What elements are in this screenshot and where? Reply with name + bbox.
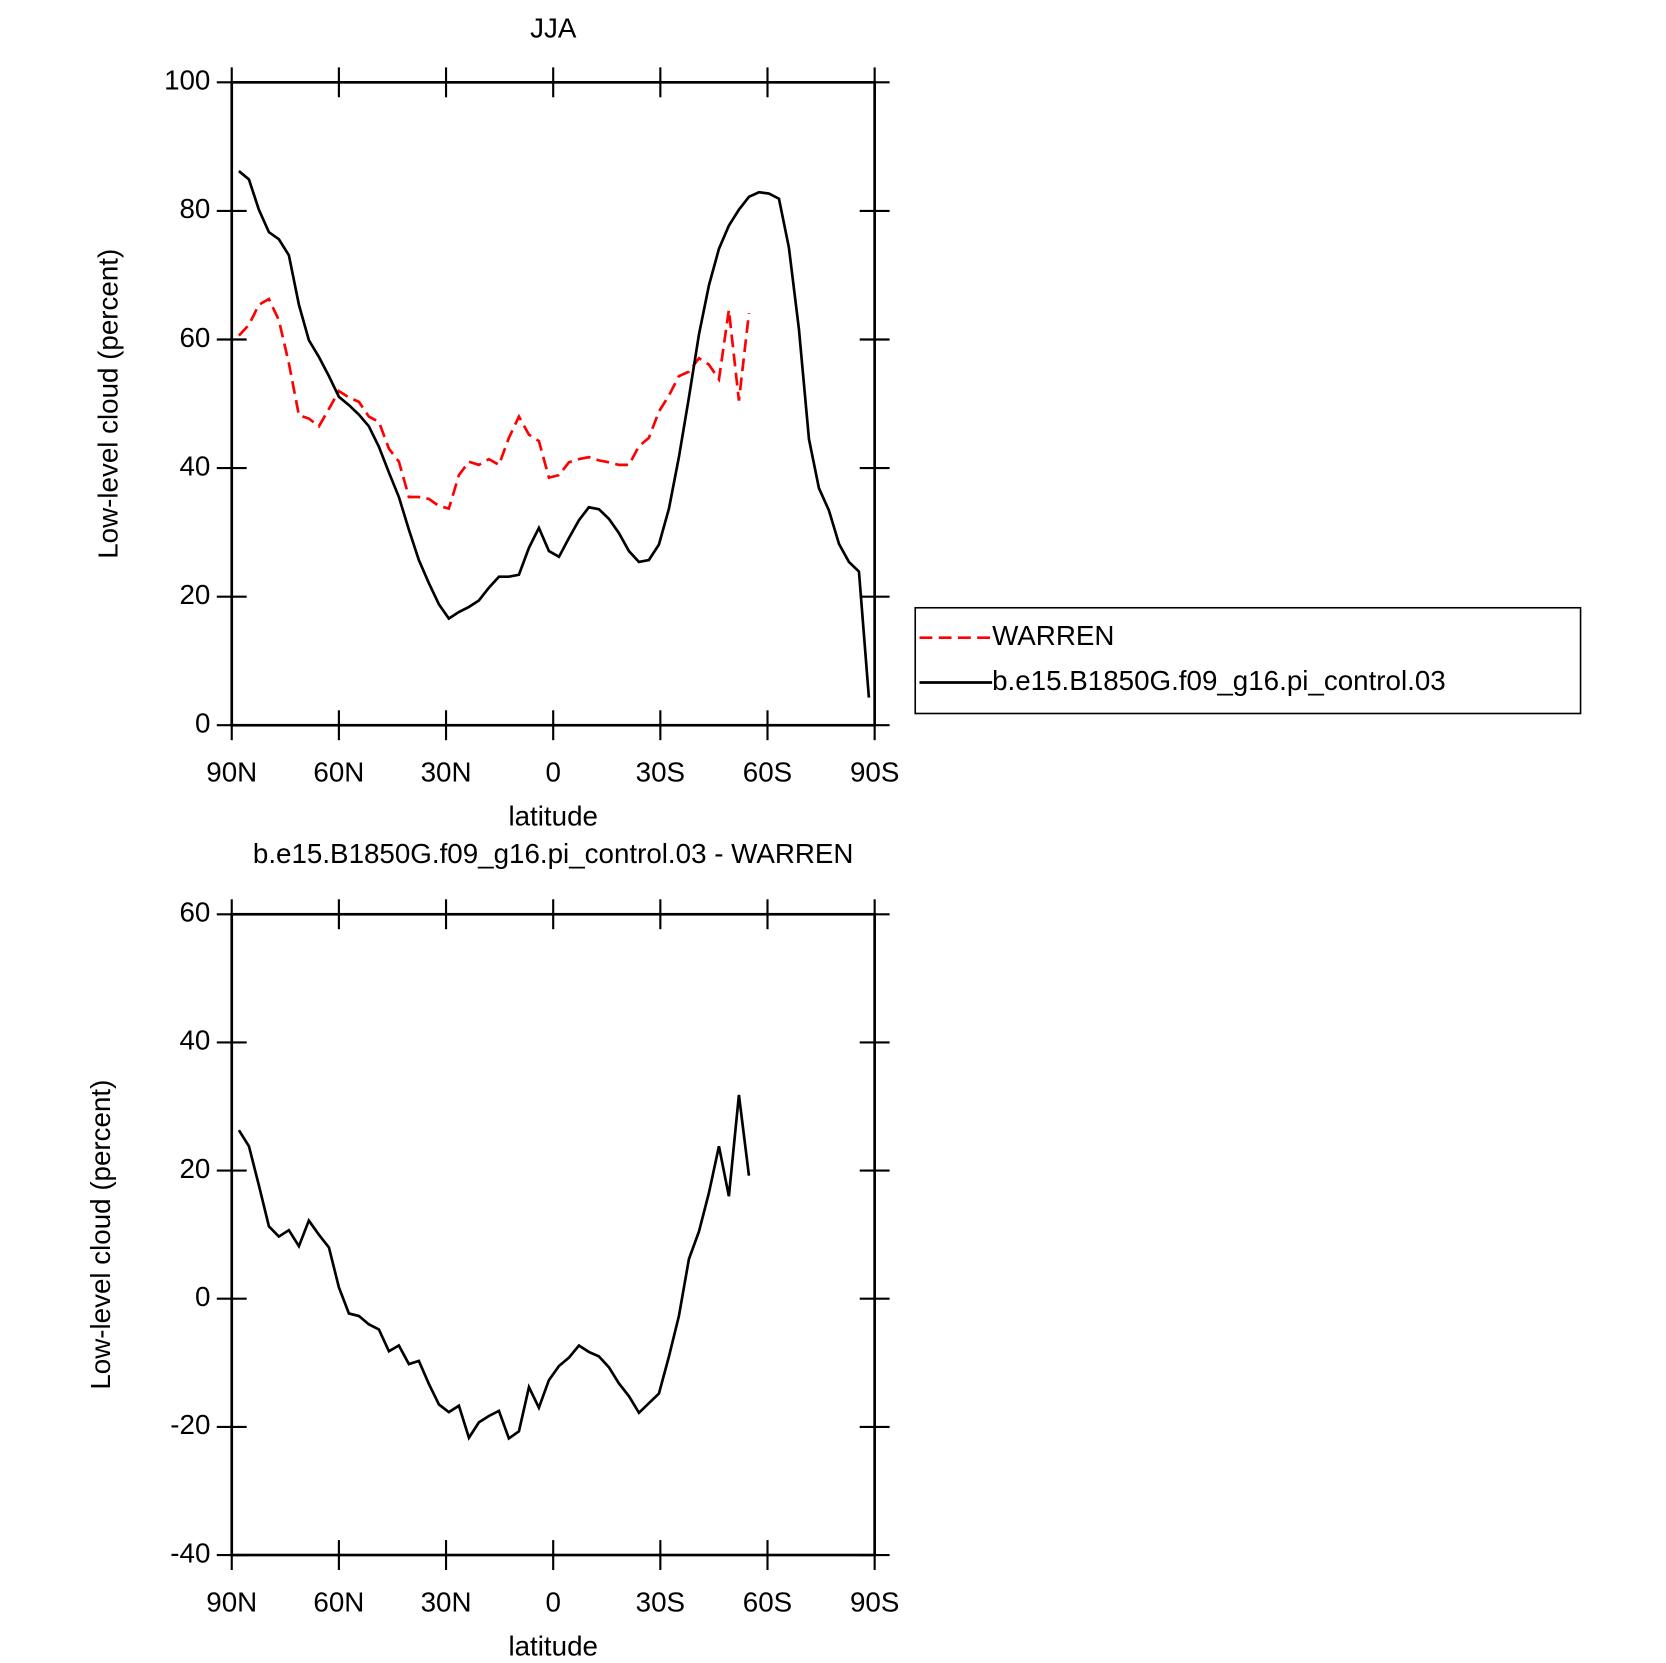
chart-title: JJA <box>530 12 577 43</box>
x-tick-label: 30N <box>421 1586 472 1617</box>
y-tick-label: 40 <box>180 1025 211 1056</box>
x-tick-label: 0 <box>545 1586 560 1617</box>
data-line <box>237 297 751 511</box>
y-tick-label: 60 <box>180 322 211 353</box>
y-axis-label: Low-level cloud (percent) <box>92 249 123 559</box>
x-tick-label: 30N <box>421 757 472 788</box>
legend-label: b.e15.B1850G.f09_g16.pi_control.03 <box>992 665 1446 696</box>
y-tick-label: 80 <box>180 193 211 224</box>
legend-label: WARREN <box>992 620 1114 651</box>
y-tick-label: 40 <box>180 450 211 481</box>
x-tick-label: 90N <box>206 757 257 788</box>
x-tick-label: 90S <box>850 1586 899 1617</box>
x-tick-label: 90S <box>850 757 899 788</box>
x-axis-label: latitude <box>508 800 597 831</box>
x-tick-label: 60N <box>313 1586 364 1617</box>
x-tick-label: 90N <box>206 1586 257 1617</box>
y-tick-label: 0 <box>195 708 210 739</box>
x-tick-label: 0 <box>545 757 560 788</box>
y-tick-label: 60 <box>180 897 211 928</box>
x-tick-label: 30S <box>636 1586 685 1617</box>
legend-box <box>914 606 1582 715</box>
y-tick-label: 20 <box>180 1153 211 1184</box>
x-tick-label: 60N <box>313 757 364 788</box>
y-tick-label: 20 <box>180 579 211 610</box>
x-tick-label: 60S <box>743 757 792 788</box>
data-line <box>238 170 871 698</box>
chart-title: b.e15.B1850G.f09_g16.pi_control.03 - WAR… <box>253 838 854 869</box>
plot-frame <box>230 80 876 727</box>
data-line <box>237 1094 751 1441</box>
y-tick-label: -20 <box>170 1409 210 1440</box>
x-tick-label: 30S <box>636 757 685 788</box>
x-axis-label: latitude <box>508 1630 597 1661</box>
plot-frame <box>230 912 876 1557</box>
y-tick-label: 0 <box>195 1281 210 1312</box>
y-axis-label: Low-level cloud (percent) <box>85 1080 116 1390</box>
y-tick-label: -40 <box>170 1537 210 1568</box>
x-tick-label: 60S <box>743 1586 792 1617</box>
y-tick-label: 100 <box>164 65 210 96</box>
